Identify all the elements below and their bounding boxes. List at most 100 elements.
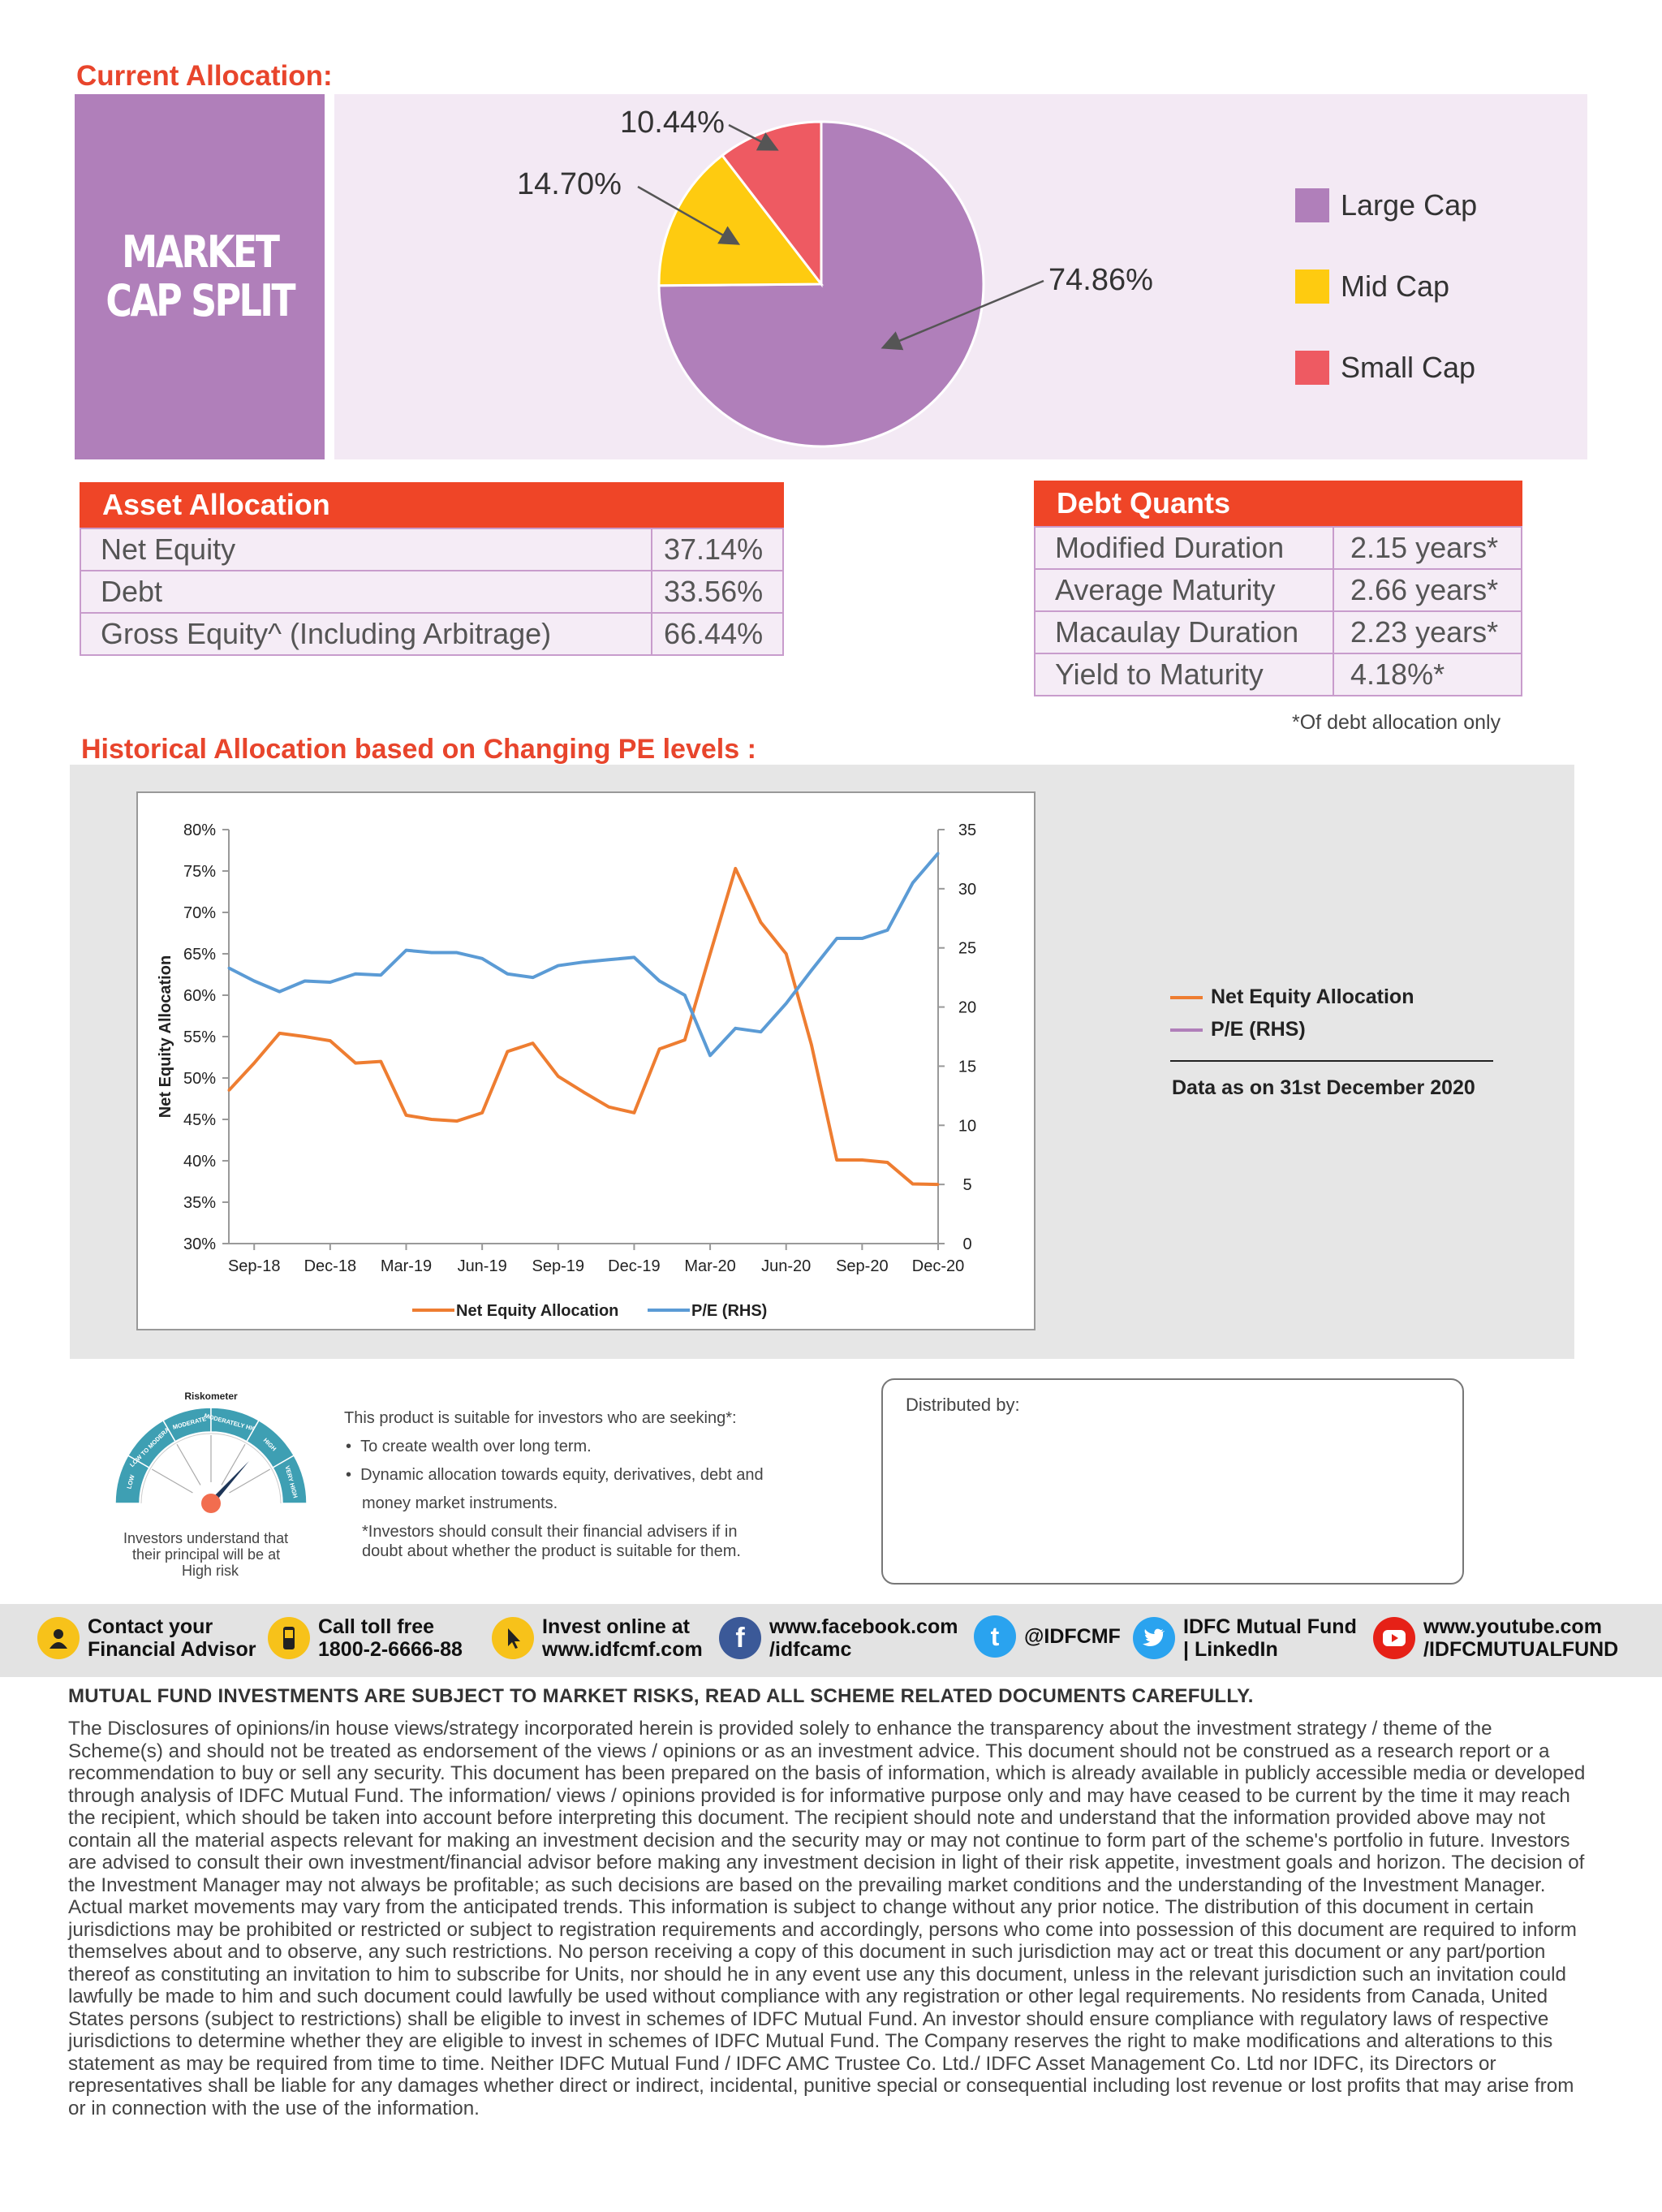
contact-advisor-line1: Contact your xyxy=(88,1615,213,1638)
y-tick-label: 50% xyxy=(183,1070,216,1088)
series-line-net-equity xyxy=(227,866,939,1187)
point-pe xyxy=(379,973,382,977)
y-tick-label: 60% xyxy=(183,987,216,1005)
contact-phone[interactable]: Call toll free 1800-2-6666-88 xyxy=(268,1615,463,1661)
point-pe xyxy=(252,980,256,983)
table-row: Yield to Maturity 4.18%* xyxy=(1034,653,1522,696)
asset-value: 37.14% xyxy=(651,528,784,571)
contact-twitter-line1: @IDFCMF xyxy=(1024,1625,1121,1648)
x-tick-label: Dec-20 xyxy=(912,1257,964,1275)
debt-label: Macaulay Duration xyxy=(1034,610,1334,654)
contact-facebook-line2: /idfcamc xyxy=(769,1638,852,1661)
suitability-bullet-1-text: To create wealth over long term. xyxy=(360,1438,592,1455)
distributed-by-box: Distributed by: xyxy=(881,1378,1464,1585)
point-net-equity xyxy=(936,1183,940,1186)
point-net-equity xyxy=(658,1047,661,1050)
person-icon xyxy=(37,1617,80,1659)
riskometer-caption-3: High risk xyxy=(182,1563,239,1579)
riskometer-caption-2: their principal will be at xyxy=(132,1546,281,1563)
point-net-equity xyxy=(532,1041,535,1045)
riskometer-spoke xyxy=(221,1443,246,1485)
asset-allocation-header: Asset Allocation xyxy=(80,482,784,528)
riskometer-caption-1: Investors understand that xyxy=(123,1530,289,1546)
y-tick-label: 75% xyxy=(183,863,216,881)
point-pe xyxy=(582,960,585,964)
point-pe xyxy=(278,990,281,994)
point-net-equity xyxy=(379,1060,382,1063)
contact-linkedin[interactable]: IDFC Mutual Fund | LinkedIn xyxy=(1133,1615,1357,1661)
market-cap-label-line2: CAP SPLIT xyxy=(105,275,295,326)
x-tick-label: Sep-20 xyxy=(836,1257,889,1275)
point-pe xyxy=(480,957,484,960)
series-line-pe xyxy=(228,852,940,1058)
point-net-equity xyxy=(430,1118,433,1121)
contact-youtube-line2: /IDFCMUTUALFUND xyxy=(1423,1638,1619,1661)
point-pe xyxy=(860,937,863,940)
point-pe xyxy=(532,976,535,979)
side-legend-pe: P/E (RHS) xyxy=(1170,1018,1306,1041)
y2-tick-label: 5 xyxy=(962,1176,971,1194)
debt-value: 2.66 years* xyxy=(1333,568,1522,612)
point-pe xyxy=(607,958,610,961)
contact-phone-line1: Call toll free xyxy=(318,1615,435,1638)
side-legend-divider xyxy=(1170,1060,1493,1062)
point-pe xyxy=(683,994,687,997)
contact-twitter-handle[interactable]: t @IDFCMF xyxy=(974,1615,1121,1658)
y2-tick-label: 30 xyxy=(958,881,976,899)
point-pe xyxy=(329,981,332,984)
point-pe xyxy=(708,1054,712,1057)
asset-allocation-table: Net Equity 37.14% Debt 33.56% Gross Equi… xyxy=(80,528,784,656)
table-row: Debt 33.56% xyxy=(80,570,784,614)
riskometer-zone xyxy=(272,1454,308,1504)
data-as-on-note: Data as on 31st December 2020 xyxy=(1172,1076,1475,1099)
point-pe xyxy=(760,1030,762,1033)
linkedin-icon xyxy=(1133,1617,1175,1659)
point-net-equity xyxy=(760,921,762,924)
suitability-bullet-2-cont: money market instruments. xyxy=(362,1494,558,1512)
point-pe xyxy=(835,937,838,940)
x-tick-label: Sep-19 xyxy=(532,1257,585,1275)
point-pe xyxy=(810,968,813,972)
y-tick-label: 70% xyxy=(183,904,216,922)
x-tick-label: Dec-19 xyxy=(608,1257,660,1275)
point-net-equity xyxy=(683,1038,687,1041)
point-net-equity xyxy=(506,1050,509,1053)
suitability-bullet-2-text: Dynamic allocation towards equity, deriv… xyxy=(360,1466,764,1484)
facebook-icon: f xyxy=(719,1617,761,1659)
suitability-note-2: doubt about whether the product is suita… xyxy=(362,1542,741,1560)
contact-youtube[interactable]: www.youtube.com/IDFCMUTUALFUND xyxy=(1373,1615,1618,1661)
point-net-equity xyxy=(785,952,788,955)
asset-label: Debt xyxy=(80,570,652,614)
riskometer-title: Riskometer xyxy=(184,1391,238,1402)
y-tick-label: 65% xyxy=(183,946,216,964)
cursor-icon xyxy=(492,1617,534,1659)
contact-phone-line2: 1800-2-6666-88 xyxy=(318,1638,463,1661)
pie-slice-mid-cap xyxy=(657,153,825,287)
legend-label-pe: P/E (RHS) xyxy=(691,1302,767,1320)
asset-value: 66.44% xyxy=(651,612,784,656)
contact-facebook[interactable]: f www.facebook.com/idfcamc xyxy=(719,1615,958,1661)
point-net-equity xyxy=(227,1089,230,1092)
legend-swatch-small-cap xyxy=(1295,351,1329,385)
legend-label-small-cap: Small Cap xyxy=(1341,351,1476,384)
riskometer-spoke xyxy=(229,1468,271,1494)
contact-website[interactable]: Invest online at www.idfcmf.com xyxy=(492,1615,703,1661)
asset-label: Net Equity xyxy=(80,528,652,571)
debt-label: Modified Duration xyxy=(1034,526,1334,570)
y-tick-label: 30% xyxy=(183,1235,216,1253)
y-tick-label: 45% xyxy=(183,1111,216,1129)
y-tick-label: 80% xyxy=(183,821,216,839)
table-row: Modified Duration 2.15 years* xyxy=(1034,526,1522,570)
legend-large-cap: Large Cap xyxy=(1295,188,1477,222)
point-net-equity xyxy=(582,1090,585,1093)
historical-title: Historical Allocation based on Changing … xyxy=(81,734,756,765)
contact-advisor[interactable]: Contact your Financial Advisor xyxy=(37,1615,256,1661)
contact-linkedin-line1: IDFC Mutual Fund xyxy=(1183,1615,1357,1638)
point-pe xyxy=(455,951,459,955)
point-pe xyxy=(936,852,940,855)
point-pe xyxy=(354,972,357,976)
pie-slice-large-cap xyxy=(657,120,985,448)
y-axis-label: Net Equity Allocation xyxy=(157,955,174,1118)
point-net-equity xyxy=(405,1114,407,1117)
legend-label-net-equity: Net Equity Allocation xyxy=(456,1302,618,1320)
